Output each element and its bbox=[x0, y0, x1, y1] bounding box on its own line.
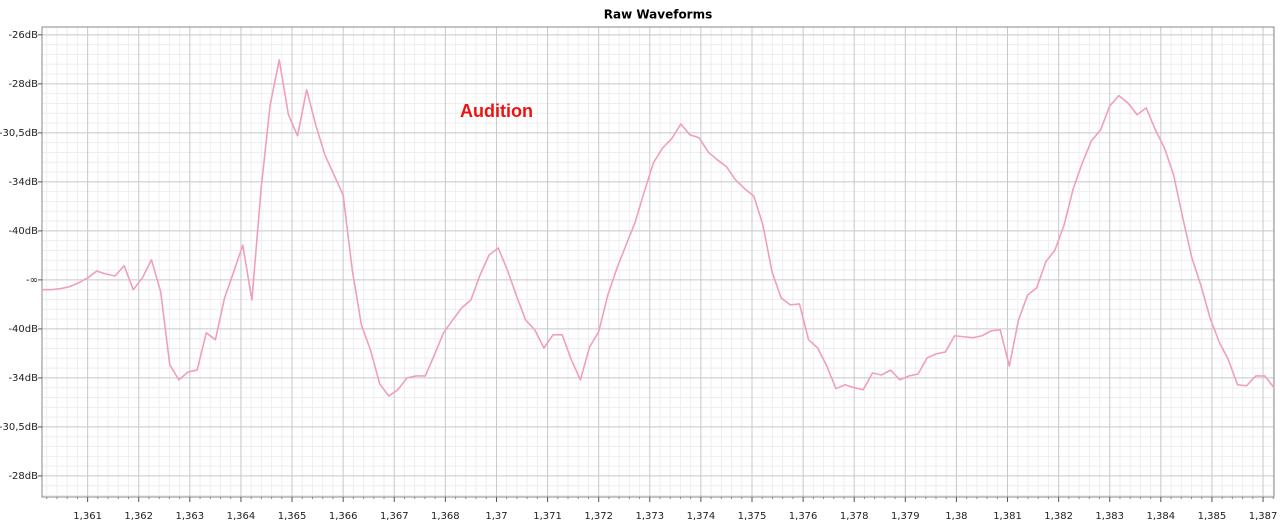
x-tick-label: 1,375 bbox=[738, 511, 767, 522]
x-tick-label: 1,364 bbox=[227, 511, 256, 522]
plot-border bbox=[41, 26, 1275, 498]
x-tick-label: 1,387 bbox=[1249, 511, 1278, 522]
x-tick-label: 1,385 bbox=[1198, 511, 1227, 522]
x-tick-label: 1,376 bbox=[789, 511, 818, 522]
y-tick-label: -40dB bbox=[8, 226, 38, 237]
x-tick-label: 1,365 bbox=[278, 511, 307, 522]
x-tick-label: 1,368 bbox=[431, 511, 460, 522]
x-tick-label: 1,373 bbox=[635, 511, 664, 522]
x-tick-label: 1,372 bbox=[584, 511, 613, 522]
y-tick-label: -40dB bbox=[8, 324, 38, 335]
x-tick-label: 1,363 bbox=[176, 511, 205, 522]
x-tick-label: 1,382 bbox=[1044, 511, 1073, 522]
x-tick-label: 1,378 bbox=[840, 511, 869, 522]
y-tick-label: -26dB bbox=[8, 30, 38, 41]
y-tick-label: -∞ bbox=[26, 275, 38, 286]
major-grid bbox=[42, 27, 1274, 497]
x-tick-label: 1,371 bbox=[533, 511, 562, 522]
chart-title: Raw Waveforms bbox=[604, 8, 713, 22]
y-tick-label: -34dB bbox=[8, 373, 38, 384]
x-tick-label: 1,362 bbox=[124, 511, 153, 522]
y-tick-label: -30,5dB bbox=[0, 422, 38, 433]
x-tick-label: 1,384 bbox=[1147, 511, 1176, 522]
x-tick-label: 1,366 bbox=[329, 511, 358, 522]
y-tick-label: -28dB bbox=[8, 471, 38, 482]
minor-grid bbox=[42, 27, 1274, 497]
y-tick-label: -34dB bbox=[8, 177, 38, 188]
x-tick-label: 1,379 bbox=[891, 511, 920, 522]
x-tick-label: 1,38 bbox=[945, 511, 967, 522]
y-tick-label: -28dB bbox=[8, 79, 38, 90]
x-tick-label: 1,37 bbox=[485, 511, 507, 522]
waveform-line bbox=[42, 59, 1275, 397]
x-tick-label: 1,383 bbox=[1095, 511, 1124, 522]
y-tick-label: -30,5dB bbox=[0, 128, 38, 139]
x-tick-label: 1,361 bbox=[73, 511, 102, 522]
x-tick-label: 1,374 bbox=[687, 511, 716, 522]
x-tick-label: 1,367 bbox=[380, 511, 409, 522]
x-tick-label: 1,381 bbox=[993, 511, 1022, 522]
annotation: Audition bbox=[460, 101, 533, 121]
